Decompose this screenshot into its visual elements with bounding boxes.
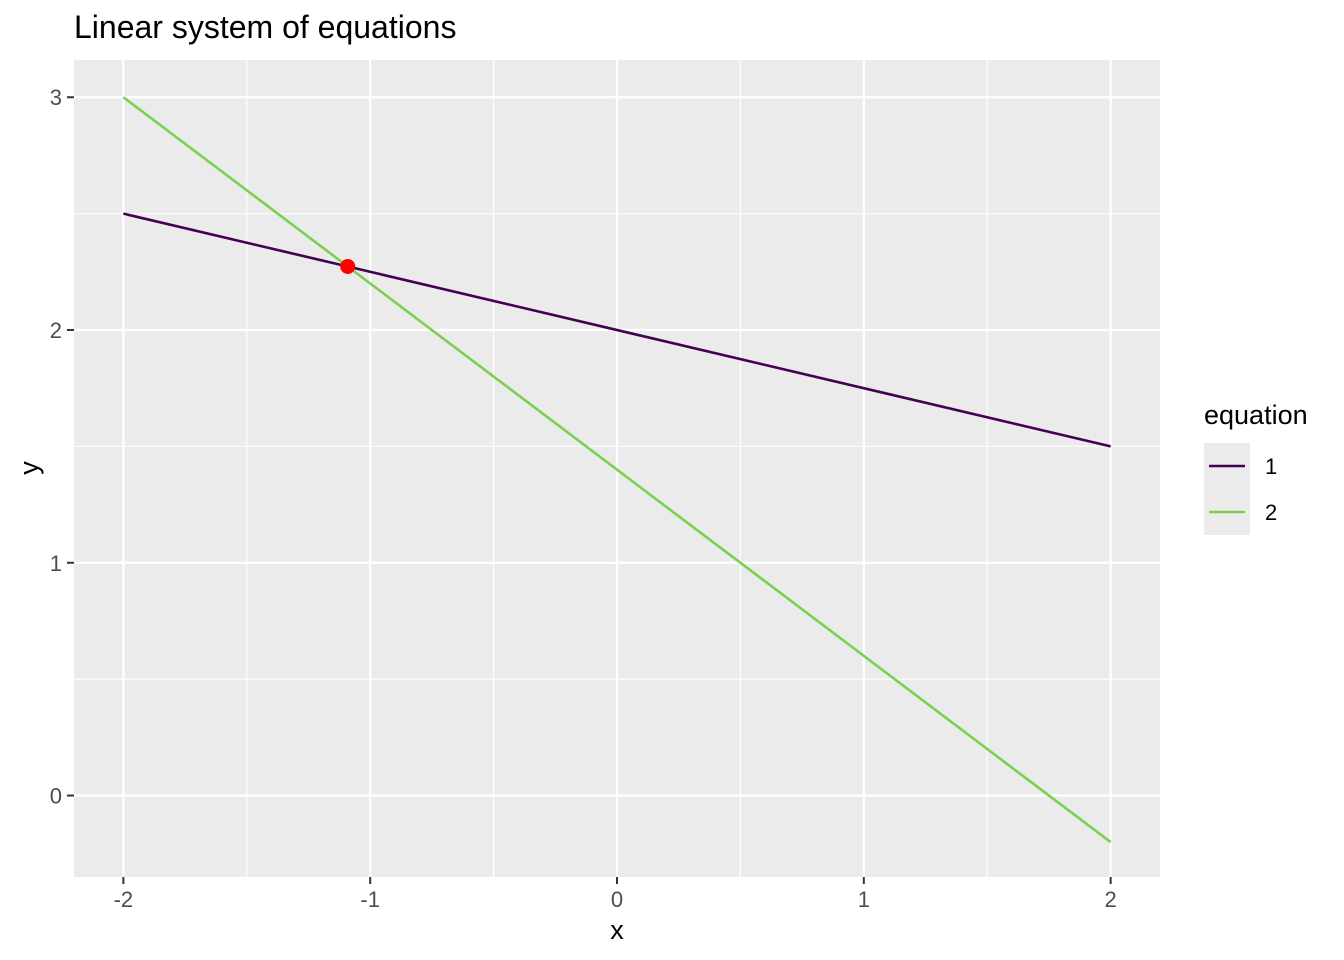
x-tick-label: -2 — [114, 887, 134, 912]
x-tick-label: 0 — [611, 887, 623, 912]
points-layer — [340, 258, 356, 274]
legend-label-2: 2 — [1265, 500, 1277, 525]
y-tick-label: 2 — [50, 318, 62, 343]
chart-title: Linear system of equations — [74, 9, 456, 45]
legend-label-1: 1 — [1265, 454, 1277, 479]
y-tick-label: 0 — [50, 784, 62, 809]
y-axis: 0 1 2 3 — [50, 85, 74, 809]
y-tick-label: 1 — [50, 551, 62, 576]
y-tick-label: 3 — [50, 85, 62, 110]
x-tick-label: 2 — [1105, 887, 1117, 912]
series-layer — [122, 96, 1112, 844]
intersection-point — [340, 258, 356, 274]
x-axis-title: x — [610, 915, 624, 945]
series-line-2 — [122, 96, 1112, 844]
y-axis-title: y — [14, 461, 44, 475]
legend-title: equation — [1204, 400, 1308, 430]
x-tick-label: -1 — [360, 887, 380, 912]
series-line-1 — [123, 212, 1111, 448]
legend-keys: 12 — [1204, 443, 1277, 535]
x-axis: -2 -1 0 1 2 — [114, 877, 1117, 912]
legend: equation 12 — [1204, 400, 1308, 535]
x-tick-label: 1 — [858, 887, 870, 912]
